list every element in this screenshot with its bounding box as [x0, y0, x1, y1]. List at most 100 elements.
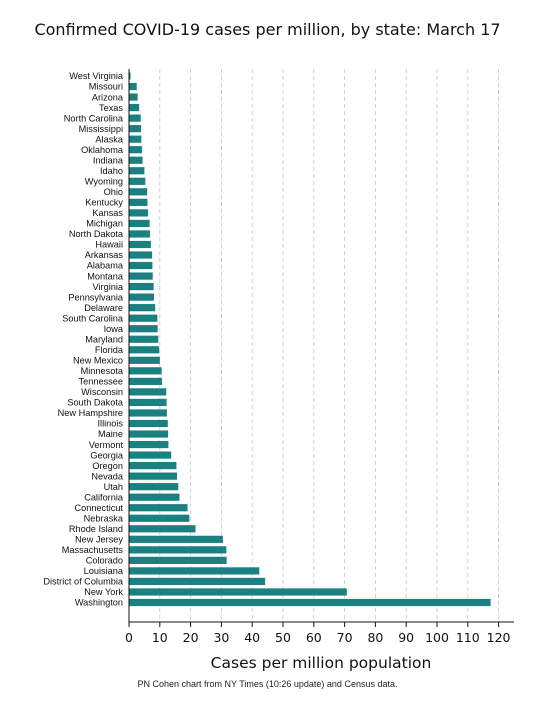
bar — [129, 230, 150, 238]
category-label: Texas — [99, 103, 123, 113]
bar — [129, 304, 156, 312]
bar — [129, 598, 491, 607]
x-tick-label: 60 — [306, 630, 322, 645]
category-label: Iowa — [104, 324, 124, 334]
category-label: Utah — [104, 482, 123, 492]
category-label: South Carolina — [62, 313, 124, 323]
category-label: Nevada — [91, 471, 124, 481]
bar — [129, 388, 167, 396]
category-label: Nebraska — [84, 513, 124, 523]
category-label: New Jersey — [75, 535, 123, 545]
bar — [129, 261, 153, 270]
bar — [129, 377, 162, 385]
chart-caption: PN Cohen chart from NY Times (10:26 upda… — [137, 679, 398, 689]
x-tick-label: 120 — [487, 630, 511, 645]
category-label: Maryland — [85, 334, 123, 344]
category-label: Oregon — [92, 461, 123, 471]
bar — [129, 419, 168, 428]
category-label: Rhode Island — [69, 524, 123, 534]
bar — [129, 514, 190, 522]
category-label: North Dakota — [69, 229, 124, 239]
bar — [129, 103, 140, 112]
bar — [129, 483, 179, 491]
bar — [129, 535, 223, 543]
category-label: Michigan — [86, 219, 123, 229]
bar — [129, 146, 142, 154]
category-label: South Dakota — [67, 398, 124, 408]
category-label: Wisconsin — [81, 387, 123, 397]
bar — [129, 409, 167, 417]
bar — [129, 135, 142, 143]
category-label: Washington — [75, 598, 123, 608]
grid-lines — [159, 69, 500, 622]
category-label: Illinois — [97, 419, 123, 429]
category-label: Arizona — [92, 92, 124, 102]
bar — [129, 493, 180, 501]
category-label: Tennessee — [79, 377, 123, 387]
category-label: West Virginia — [69, 71, 124, 81]
bar — [129, 356, 160, 364]
bar — [129, 177, 146, 185]
category-label: Kentucky — [85, 198, 123, 208]
x-tick-label: 90 — [398, 630, 414, 645]
x-tick-label: 70 — [337, 630, 353, 645]
x-axis-label: Cases per million population — [211, 654, 432, 672]
category-label: New York — [84, 587, 123, 597]
bar — [129, 198, 148, 206]
category-label: District of Columbia — [43, 577, 124, 587]
bar — [129, 335, 159, 343]
x-tick-label: 110 — [456, 630, 480, 645]
bar — [129, 72, 131, 80]
bar — [129, 314, 158, 322]
x-tick-label: 50 — [275, 630, 291, 645]
category-label: Oklahoma — [81, 145, 124, 155]
category-label: Georgia — [90, 450, 124, 460]
category-label: Kansas — [92, 208, 123, 218]
category-label: Minnesota — [81, 366, 124, 376]
category-label: Arkansas — [85, 250, 124, 260]
x-tick-label: 0 — [125, 630, 133, 645]
bar — [129, 525, 196, 533]
bar — [129, 325, 158, 333]
bar — [129, 556, 227, 564]
bar — [129, 504, 188, 512]
bar — [129, 462, 177, 470]
category-label: Connecticut — [74, 503, 123, 513]
category-label: Montana — [87, 271, 124, 281]
bar — [129, 82, 137, 91]
bar — [129, 398, 167, 407]
bar — [129, 430, 169, 438]
bar — [129, 156, 143, 164]
category-label: Alaska — [95, 134, 123, 144]
bar — [129, 440, 169, 449]
bar — [129, 588, 347, 596]
bar — [129, 451, 172, 459]
bar — [129, 577, 266, 586]
category-label: Florida — [95, 345, 124, 355]
category-label: Pennsylvania — [68, 292, 124, 302]
x-tick-label: 30 — [213, 630, 229, 645]
bars — [129, 72, 491, 607]
bar — [129, 251, 153, 259]
bar — [129, 567, 260, 575]
bar — [129, 114, 141, 122]
category-label: California — [84, 492, 124, 502]
category-label: Mississippi — [79, 124, 123, 134]
bar — [129, 93, 138, 101]
bar — [129, 219, 150, 228]
category-label: North Carolina — [64, 113, 124, 123]
x-tick-label: 80 — [367, 630, 383, 645]
bar — [129, 293, 154, 301]
category-label: Ohio — [104, 187, 123, 197]
category-label: Alabama — [87, 261, 124, 271]
bar — [129, 283, 154, 291]
x-axis: 0 10 20 30 40 50 60 70 80 90 100 110 120 — [125, 69, 514, 645]
category-label: Virginia — [93, 282, 124, 292]
category-label: Delaware — [84, 303, 123, 313]
bar — [129, 346, 160, 354]
bar — [129, 209, 149, 217]
bar — [129, 125, 142, 133]
x-tick-label: 20 — [183, 630, 199, 645]
